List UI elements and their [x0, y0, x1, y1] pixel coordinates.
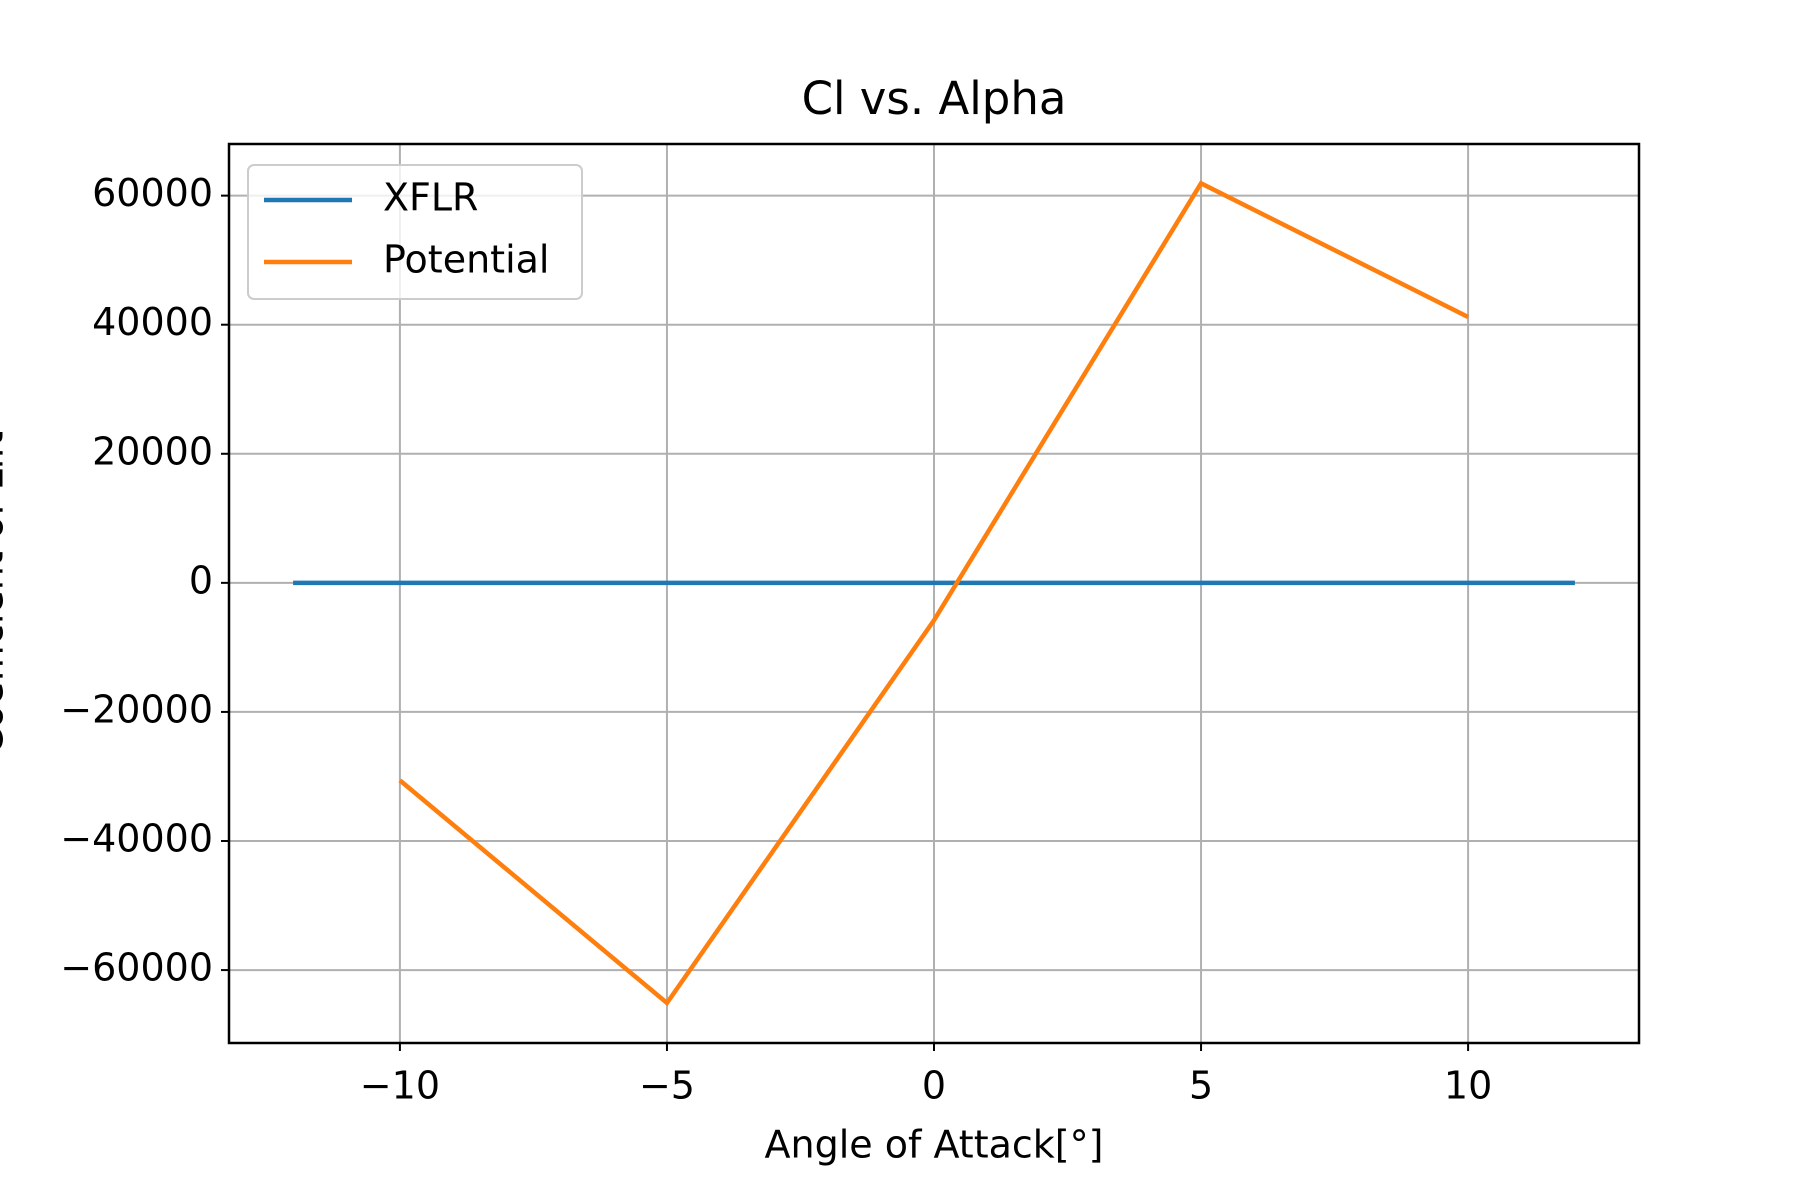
plot-frame: [227, 142, 1641, 1045]
x-axis-label: Angle of Attack[°]: [765, 1123, 1104, 1167]
legend-label: XFLR: [383, 176, 478, 220]
y-tick-label: −40000: [60, 816, 213, 860]
y-tick-label: 0: [189, 558, 213, 602]
x-tick-label: 10: [1444, 1064, 1492, 1108]
x-tick-label: −10: [360, 1064, 440, 1108]
legend-label: Potential: [383, 238, 549, 282]
chart-title: Cl vs. Alpha: [802, 72, 1067, 125]
series-line: [398, 180, 1470, 1007]
y-axis-label: Coefficient of Lift: [0, 431, 12, 755]
y-tick-label: −20000: [60, 687, 213, 731]
y-tick-label: 60000: [92, 171, 213, 215]
x-tick-label: 5: [1189, 1064, 1213, 1108]
x-tick-label: −5: [639, 1064, 695, 1108]
x-tick-label: 0: [922, 1064, 946, 1108]
y-tick-label: 40000: [92, 300, 213, 344]
y-tick-label: 20000: [92, 429, 213, 473]
y-tick-label: −60000: [60, 946, 213, 990]
